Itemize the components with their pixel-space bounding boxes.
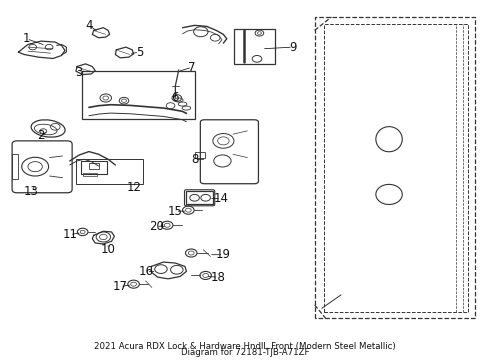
Text: 16: 16 xyxy=(139,265,154,278)
Text: 11: 11 xyxy=(62,228,77,241)
Text: 5: 5 xyxy=(136,46,143,59)
Bar xyxy=(234,29,275,64)
Text: 10: 10 xyxy=(101,243,116,256)
Text: 12: 12 xyxy=(127,181,142,194)
Text: 15: 15 xyxy=(168,205,183,218)
Bar xyxy=(81,161,107,174)
Bar xyxy=(76,159,143,184)
Text: 17: 17 xyxy=(113,280,128,293)
Text: 2: 2 xyxy=(37,129,45,142)
Text: 20: 20 xyxy=(149,220,164,233)
Text: 2021 Acura RDX Lock & Hardware Hndll, Front (Modern Steel Metallic): 2021 Acura RDX Lock & Hardware Hndll, Fr… xyxy=(94,342,396,351)
Text: 7: 7 xyxy=(189,61,196,74)
Text: 6: 6 xyxy=(172,91,179,104)
Bar xyxy=(195,152,205,158)
Bar xyxy=(83,173,97,176)
Bar xyxy=(186,191,213,204)
Text: 18: 18 xyxy=(211,271,226,284)
Text: 3: 3 xyxy=(75,66,83,79)
Bar xyxy=(89,163,99,169)
Text: Diagram for 72181-TJB-A71ZF: Diagram for 72181-TJB-A71ZF xyxy=(181,348,309,357)
Bar xyxy=(82,71,195,119)
Bar xyxy=(12,154,18,179)
Text: 9: 9 xyxy=(289,41,297,54)
Text: 19: 19 xyxy=(216,248,231,261)
Text: 8: 8 xyxy=(191,153,198,166)
Text: 1: 1 xyxy=(23,32,30,45)
Text: 13: 13 xyxy=(24,185,39,198)
Text: 14: 14 xyxy=(214,192,228,205)
Text: 4: 4 xyxy=(85,19,93,32)
